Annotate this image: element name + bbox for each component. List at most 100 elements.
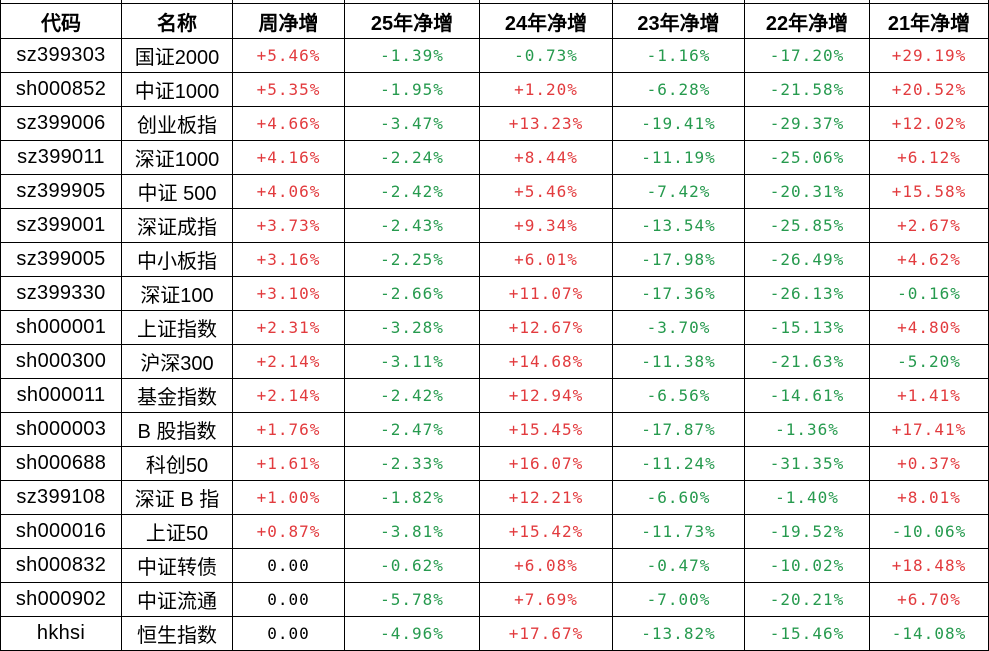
code-cell: sz399303 — [0, 39, 122, 73]
table-top-edge — [613, 0, 745, 4]
code-cell: sz399905 — [0, 175, 122, 209]
value-cell: +12.67% — [480, 311, 613, 345]
code-cell: sh000016 — [0, 515, 122, 549]
name-cell: 上证指数 — [122, 311, 233, 345]
value-cell: -1.16% — [613, 39, 745, 73]
value-cell: -20.31% — [745, 175, 870, 209]
value-cell: +12.94% — [480, 379, 613, 413]
value-cell: +17.67% — [480, 617, 613, 651]
value-cell: -29.37% — [745, 107, 870, 141]
value-cell: +9.34% — [480, 209, 613, 243]
value-cell: -14.08% — [870, 617, 989, 651]
code-cell: sz399006 — [0, 107, 122, 141]
value-cell: -2.33% — [345, 447, 480, 481]
value-cell: -3.70% — [613, 311, 745, 345]
value-cell: -5.78% — [345, 583, 480, 617]
value-cell: -1.40% — [745, 481, 870, 515]
value-cell: +1.61% — [233, 447, 345, 481]
code-cell: sz399005 — [0, 243, 122, 277]
value-cell: +15.42% — [480, 515, 613, 549]
value-cell: -1.95% — [345, 73, 480, 107]
value-cell: -17.87% — [613, 413, 745, 447]
value-cell: +1.00% — [233, 481, 345, 515]
value-cell: +6.12% — [870, 141, 989, 175]
value-cell: -20.21% — [745, 583, 870, 617]
value-cell: -2.42% — [345, 175, 480, 209]
name-cell: 深证成指 — [122, 209, 233, 243]
value-cell: +1.76% — [233, 413, 345, 447]
value-cell: 0.00 — [233, 617, 345, 651]
value-cell: -1.36% — [745, 413, 870, 447]
value-cell: -31.35% — [745, 447, 870, 481]
code-cell: sh000011 — [0, 379, 122, 413]
value-cell: -5.20% — [870, 345, 989, 379]
value-cell: -3.28% — [345, 311, 480, 345]
value-cell: -10.02% — [745, 549, 870, 583]
value-cell: -0.62% — [345, 549, 480, 583]
value-cell: +0.87% — [233, 515, 345, 549]
value-cell: +11.07% — [480, 277, 613, 311]
name-cell: 沪深300 — [122, 345, 233, 379]
value-cell: +5.46% — [480, 175, 613, 209]
value-cell: +1.41% — [870, 379, 989, 413]
value-cell: -13.54% — [613, 209, 745, 243]
value-cell: +5.46% — [233, 39, 345, 73]
name-cell: 中小板指 — [122, 243, 233, 277]
table-top-edge — [0, 0, 122, 4]
value-cell: -4.96% — [345, 617, 480, 651]
value-cell: -25.85% — [745, 209, 870, 243]
name-cell: 基金指数 — [122, 379, 233, 413]
code-cell: sz399001 — [0, 209, 122, 243]
value-cell: +2.31% — [233, 311, 345, 345]
value-cell: +4.16% — [233, 141, 345, 175]
value-cell: -11.19% — [613, 141, 745, 175]
value-cell: -15.13% — [745, 311, 870, 345]
value-cell: -0.47% — [613, 549, 745, 583]
value-cell: +8.01% — [870, 481, 989, 515]
name-cell: 中证 500 — [122, 175, 233, 209]
name-cell: 深证1000 — [122, 141, 233, 175]
name-cell: 深证 B 指 — [122, 481, 233, 515]
value-cell: -6.56% — [613, 379, 745, 413]
value-cell: -15.46% — [745, 617, 870, 651]
column-header-7: 21年净增 — [870, 4, 989, 39]
value-cell: -21.58% — [745, 73, 870, 107]
value-cell: -3.11% — [345, 345, 480, 379]
value-cell: -19.52% — [745, 515, 870, 549]
value-cell: +2.14% — [233, 345, 345, 379]
value-cell: +16.07% — [480, 447, 613, 481]
table-top-edge — [745, 0, 870, 4]
value-cell: +17.41% — [870, 413, 989, 447]
value-cell: -17.20% — [745, 39, 870, 73]
value-cell: -17.36% — [613, 277, 745, 311]
column-header-5: 23年净增 — [613, 4, 745, 39]
value-cell: +13.23% — [480, 107, 613, 141]
value-cell: +3.73% — [233, 209, 345, 243]
value-cell: +3.10% — [233, 277, 345, 311]
code-cell: sh000688 — [0, 447, 122, 481]
code-cell: sz399011 — [0, 141, 122, 175]
value-cell: -19.41% — [613, 107, 745, 141]
value-cell: +0.37% — [870, 447, 989, 481]
code-cell: sh000300 — [0, 345, 122, 379]
value-cell: -17.98% — [613, 243, 745, 277]
value-cell: -3.47% — [345, 107, 480, 141]
code-cell: sh000832 — [0, 549, 122, 583]
value-cell: -2.66% — [345, 277, 480, 311]
value-cell: +12.21% — [480, 481, 613, 515]
column-header-0: 代码 — [0, 4, 122, 39]
value-cell: +20.52% — [870, 73, 989, 107]
table-top-edge — [122, 0, 233, 4]
value-cell: +7.69% — [480, 583, 613, 617]
value-cell: +4.66% — [233, 107, 345, 141]
name-cell: 科创50 — [122, 447, 233, 481]
value-cell: +6.08% — [480, 549, 613, 583]
name-cell: 深证100 — [122, 277, 233, 311]
code-cell: sh000001 — [0, 311, 122, 345]
name-cell: 创业板指 — [122, 107, 233, 141]
column-header-2: 周净增 — [233, 4, 345, 39]
value-cell: -0.73% — [480, 39, 613, 73]
value-cell: +3.16% — [233, 243, 345, 277]
